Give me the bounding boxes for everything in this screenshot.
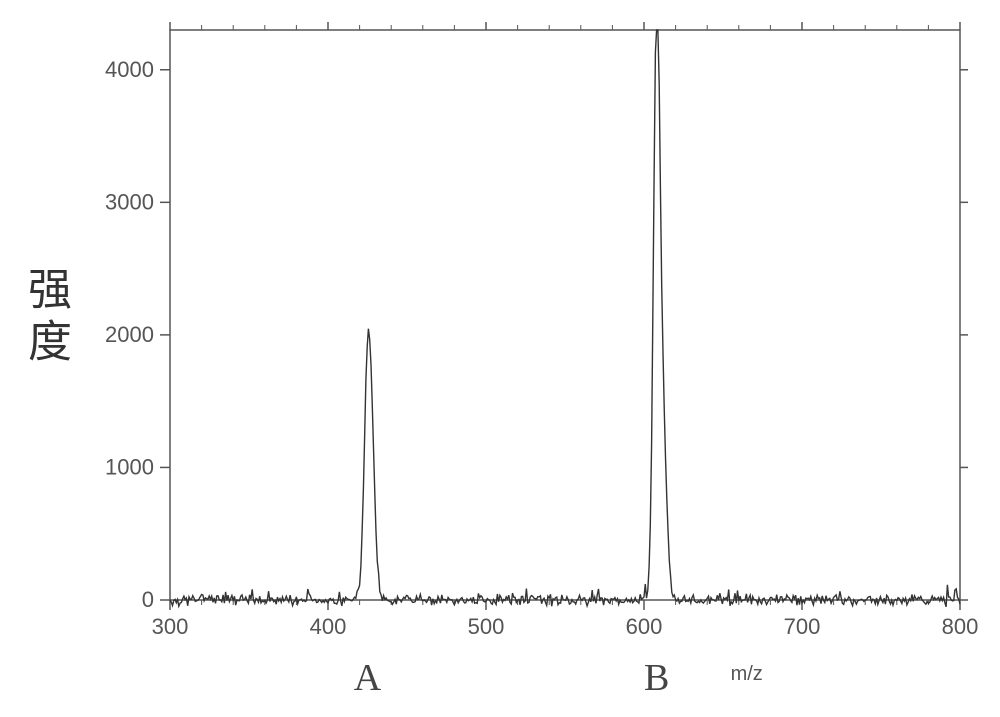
svg-text:强: 强 — [28, 265, 72, 314]
peak-annotation-b: B — [644, 657, 669, 699]
svg-text:700: 700 — [784, 614, 821, 639]
svg-text:3000: 3000 — [105, 189, 154, 214]
peak-annotation-a: A — [354, 657, 382, 699]
svg-text:4000: 4000 — [105, 57, 154, 82]
mass-spectrum-chart: 300 400 500 600 700 800 0 1000 2000 3000 4000 m/z 强度… — [0, 0, 1000, 717]
svg-text:400: 400 — [310, 614, 347, 639]
svg-text:500: 500 — [468, 614, 505, 639]
svg-text:度: 度 — [28, 317, 72, 366]
svg-text:1000: 1000 — [105, 454, 154, 479]
svg-text:300: 300 — [152, 614, 189, 639]
svg-text:800: 800 — [942, 614, 979, 639]
x-axis-label: m/z — [731, 663, 763, 685]
svg-text:0: 0 — [142, 587, 154, 612]
svg-text:2000: 2000 — [105, 322, 154, 347]
svg-text:600: 600 — [626, 614, 663, 639]
